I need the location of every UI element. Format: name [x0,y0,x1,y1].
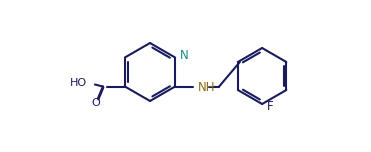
Text: O: O [92,98,100,109]
Text: F: F [267,100,274,112]
Text: N: N [180,49,189,62]
Text: HO: HO [70,78,87,88]
Text: NH: NH [198,81,216,94]
